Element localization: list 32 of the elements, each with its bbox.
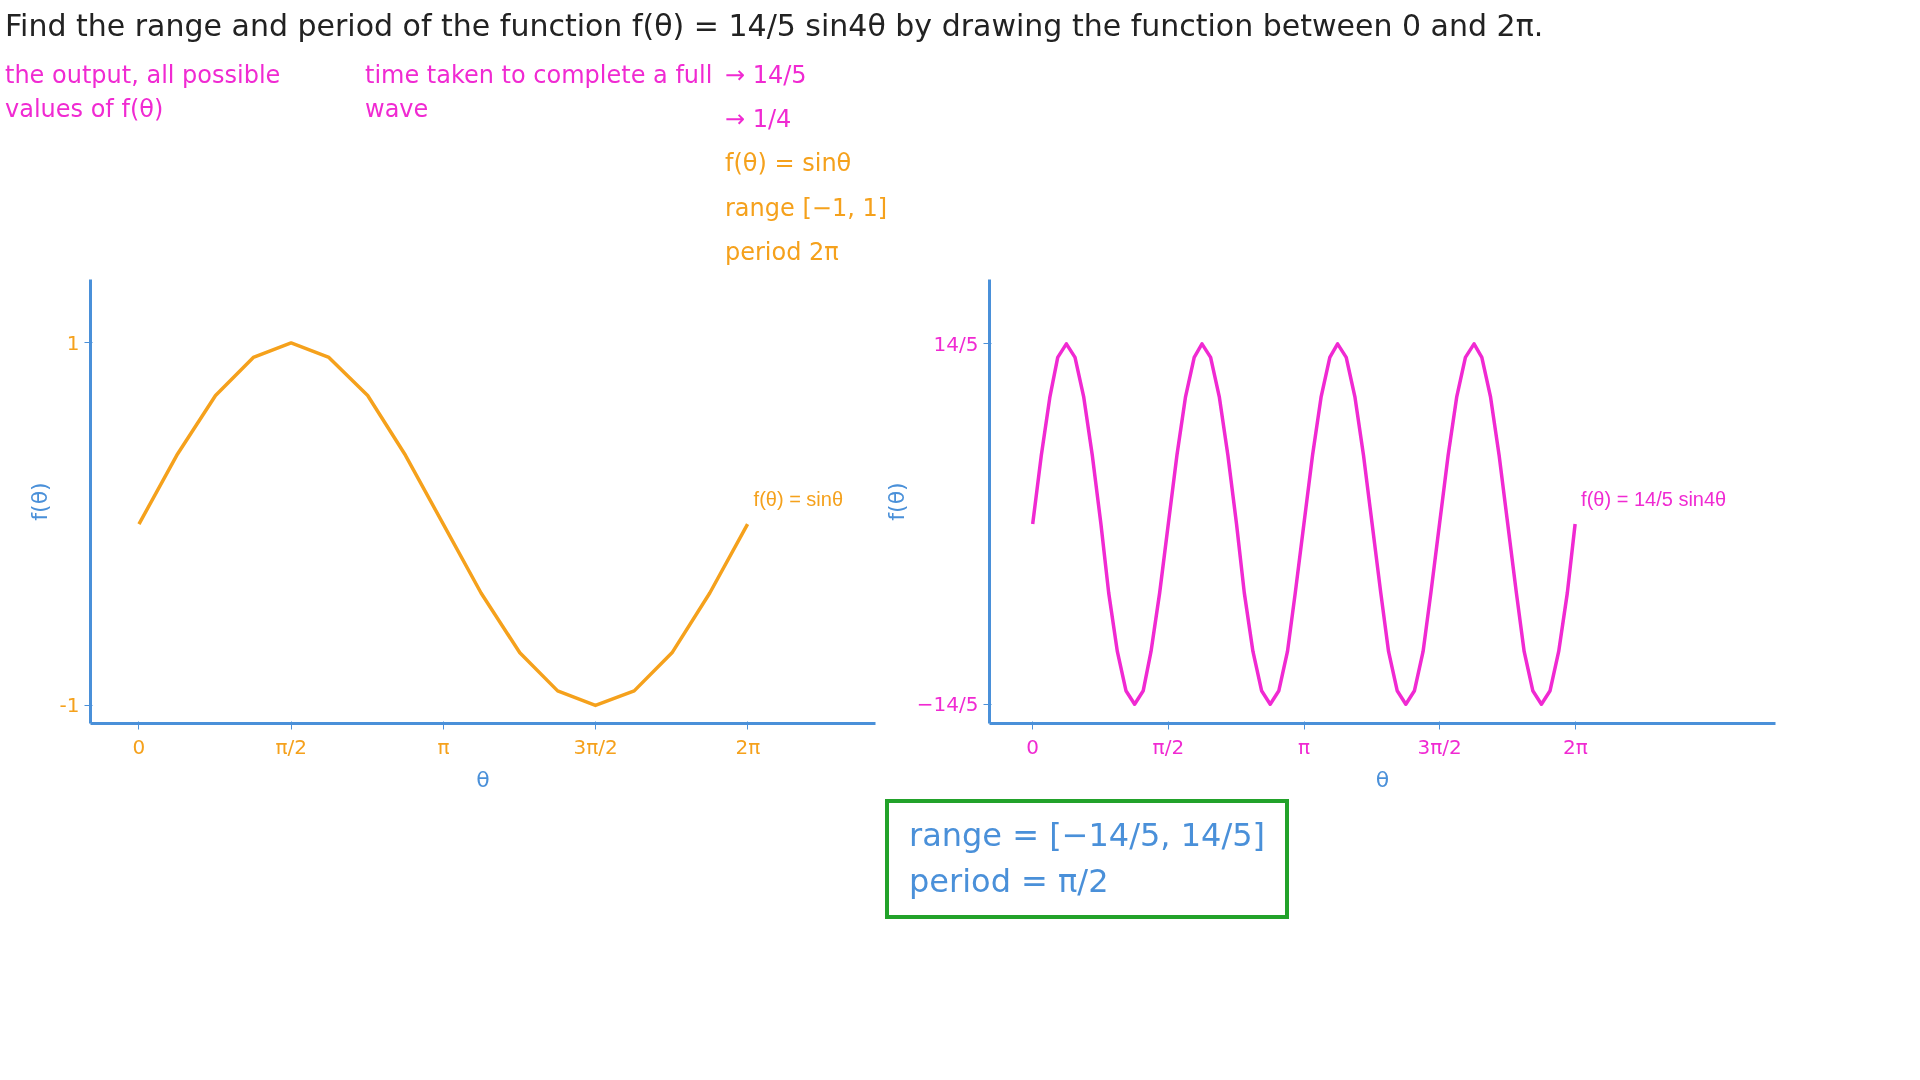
text: f(θ) = sinθ: [725, 148, 852, 180]
text: the output, all possible values of f(θ): [5, 59, 282, 126]
x-tick-label: π/2: [275, 734, 307, 759]
x-tick-label: 3π/2: [573, 734, 618, 759]
x-tick-label: 2π: [735, 734, 761, 759]
x-tick-label: π: [437, 734, 450, 759]
x-tick-label: 3π/2: [1417, 734, 1462, 759]
x-axis-title: θ: [476, 766, 490, 792]
y-tick-label: −14/5: [916, 692, 979, 717]
y-axis-title: f(θ): [26, 482, 52, 521]
text: range [−1, 1]: [725, 192, 888, 224]
series-label: f(θ) = sinθ: [753, 488, 844, 511]
x-tick-label: 2π: [1563, 734, 1588, 759]
text: period 2π: [725, 236, 839, 268]
chart-title: Find the range and period of the function f(θ) = 14/5 sin4θ by drawing the function between 0 and 2π.: [5, 7, 1544, 45]
x-tick-label: π/2: [1152, 734, 1185, 759]
x-tick-label: 0: [1026, 734, 1040, 759]
x-tick-label: 0: [132, 734, 146, 759]
text: period = π/2: [909, 861, 1109, 900]
y-tick-label: 1: [66, 331, 80, 356]
x-axis-title: θ: [1375, 766, 1390, 792]
text: time taken to complete a full wave: [365, 59, 714, 126]
y-tick-label: 14/5: [933, 332, 979, 357]
text: → 14/5: [725, 59, 807, 91]
line-series: [137, 341, 750, 708]
x-tick-label: π: [1298, 734, 1311, 759]
y-axis-title: f(θ): [883, 482, 909, 521]
y-tick-label: -1: [59, 693, 80, 718]
line-series: [1030, 342, 1577, 707]
text: range = [−14/5, 14/5]: [909, 816, 1266, 855]
series-label: f(θ) = 14/5 sin4θ: [1581, 488, 1727, 511]
text: → 1/4: [725, 104, 792, 136]
